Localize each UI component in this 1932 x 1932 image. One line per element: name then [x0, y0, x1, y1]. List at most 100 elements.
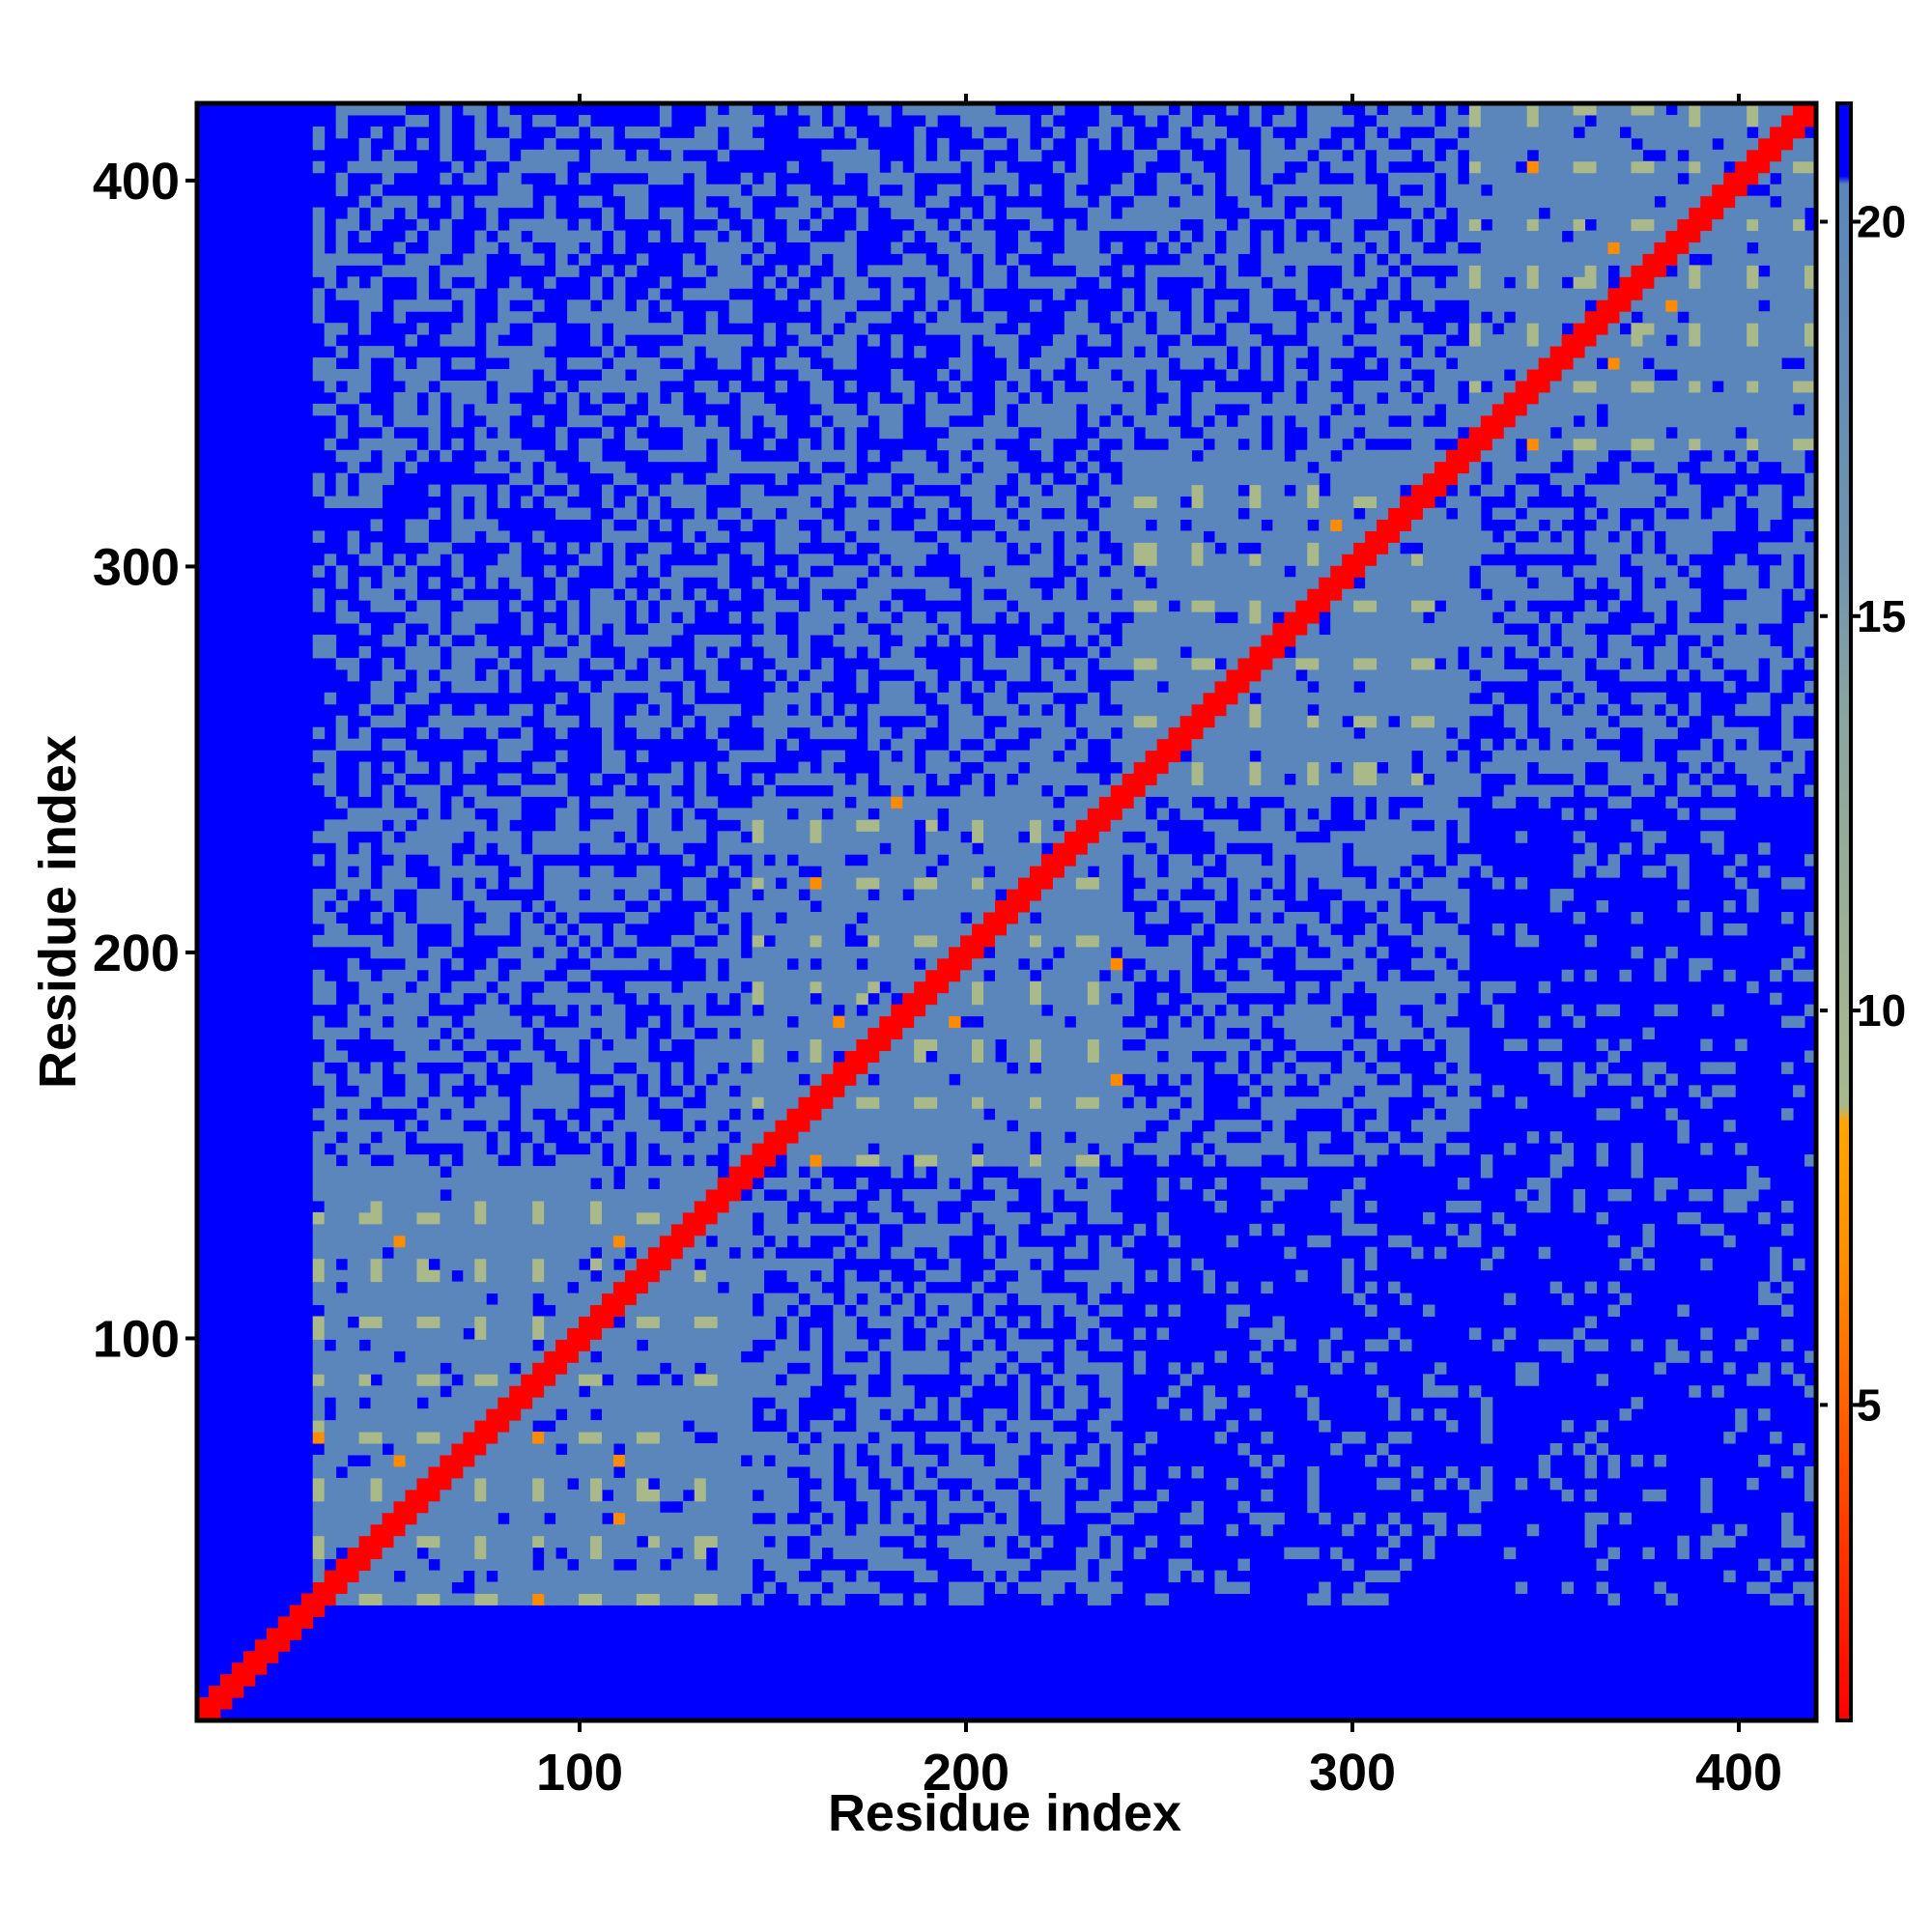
heatmap-cell	[752, 1547, 765, 1560]
heatmap-cell	[440, 1523, 452, 1537]
heatmap-cell	[416, 323, 429, 335]
heatmap-cell	[891, 403, 903, 416]
heatmap-cell	[324, 923, 337, 936]
heatmap-cell	[312, 403, 326, 416]
heatmap-cell	[474, 600, 487, 612]
heatmap-cell	[891, 1385, 903, 1398]
heatmap-cell	[728, 1339, 742, 1351]
heatmap-cell	[567, 565, 580, 578]
heatmap-cell	[1007, 668, 1019, 682]
heatmap-cell	[358, 738, 372, 752]
heatmap-cell	[347, 1188, 360, 1202]
heatmap-cell	[786, 461, 800, 474]
heatmap-cell	[740, 842, 753, 855]
heatmap-cell	[544, 1188, 556, 1202]
heatmap-cell	[902, 808, 915, 820]
heatmap-cell	[786, 346, 800, 358]
heatmap-cell	[1029, 1420, 1042, 1433]
heatmap-cell	[358, 1223, 372, 1236]
heatmap-cell	[358, 380, 372, 393]
heatmap-cell	[867, 1120, 880, 1132]
heatmap-cell	[856, 1096, 868, 1109]
heatmap-cell	[810, 923, 822, 936]
heatmap-cell	[590, 1154, 603, 1167]
heatmap-cell	[624, 957, 638, 971]
heatmap-cell	[1007, 253, 1019, 266]
heatmap-cell	[382, 796, 395, 809]
heatmap-cell	[451, 1558, 464, 1572]
heatmap-cell	[451, 1397, 464, 1409]
heatmap-cell	[624, 391, 638, 405]
heatmap-cell	[949, 426, 961, 440]
heatmap-cell	[844, 357, 857, 370]
heatmap-cell	[428, 715, 440, 728]
heatmap-cell	[405, 1085, 417, 1097]
heatmap-cell	[416, 819, 429, 832]
heatmap-cell	[497, 1408, 510, 1421]
heatmap-cell	[972, 577, 984, 589]
heatmap-cell	[891, 1096, 903, 1109]
heatmap-cell	[694, 565, 707, 578]
heatmap-cell	[694, 380, 707, 393]
heatmap-cell	[382, 761, 395, 775]
heatmap-cell	[682, 692, 696, 705]
heatmap-cell	[544, 1073, 556, 1086]
heatmap-cell	[983, 1200, 996, 1213]
heatmap-cell	[636, 842, 649, 855]
heatmap-cell	[705, 472, 719, 486]
heatmap-cell	[995, 900, 1008, 913]
heatmap-cell	[579, 218, 591, 232]
heatmap-cell	[891, 934, 903, 948]
heatmap-cell	[960, 253, 973, 266]
heatmap-cell	[382, 1281, 395, 1294]
heatmap-cell	[393, 1223, 406, 1236]
heatmap-cell	[428, 369, 440, 382]
heatmap-cell	[612, 1432, 626, 1444]
heatmap-cell	[717, 1385, 730, 1398]
heatmap-cell	[914, 218, 926, 232]
heatmap-cell	[821, 1015, 834, 1029]
heatmap-cell	[393, 980, 406, 994]
heatmap-cell	[763, 461, 777, 474]
heatmap-cell	[937, 195, 950, 209]
heatmap-cell	[612, 1038, 626, 1051]
heatmap-cell	[647, 1443, 661, 1456]
heatmap-cell	[486, 207, 498, 220]
heatmap-cell	[798, 369, 810, 382]
heatmap-cell	[474, 1143, 487, 1155]
heatmap-cell	[497, 1547, 510, 1560]
heatmap-cell	[347, 1408, 360, 1421]
heatmap-cell	[636, 1050, 649, 1063]
heatmap-cell	[509, 1593, 522, 1605]
heatmap-cell	[405, 1374, 417, 1386]
heatmap-cell	[486, 877, 498, 890]
heatmap-cell	[358, 195, 372, 209]
heatmap-cell	[532, 761, 545, 775]
heatmap-cell	[347, 1235, 360, 1248]
heatmap-cell	[995, 1004, 1008, 1017]
heatmap-cell	[647, 819, 661, 832]
heatmap-cell	[335, 114, 349, 128]
heatmap-cell	[670, 172, 684, 185]
heatmap-cell	[752, 969, 765, 982]
heatmap-cell	[682, 496, 696, 508]
heatmap-cell	[405, 1581, 417, 1594]
heatmap-cell	[914, 773, 926, 785]
heatmap-cell	[694, 1374, 707, 1386]
heatmap-cell	[636, 877, 649, 890]
heatmap-cell	[451, 1535, 464, 1548]
heatmap-cell	[624, 808, 638, 820]
heatmap-cell	[670, 1581, 684, 1594]
heatmap-cell	[602, 484, 614, 497]
heatmap-cell	[902, 957, 915, 971]
heatmap-cell	[752, 796, 765, 809]
heatmap-cell	[925, 1073, 938, 1086]
heatmap-cell	[497, 496, 510, 508]
heatmap-cell	[428, 1547, 440, 1560]
heatmap-cell	[393, 1327, 406, 1340]
heatmap-cell	[949, 472, 961, 486]
heatmap-cell	[612, 1246, 626, 1260]
heatmap-cell	[972, 889, 984, 901]
heatmap-cell	[728, 1570, 742, 1583]
heatmap-cell	[983, 542, 996, 554]
